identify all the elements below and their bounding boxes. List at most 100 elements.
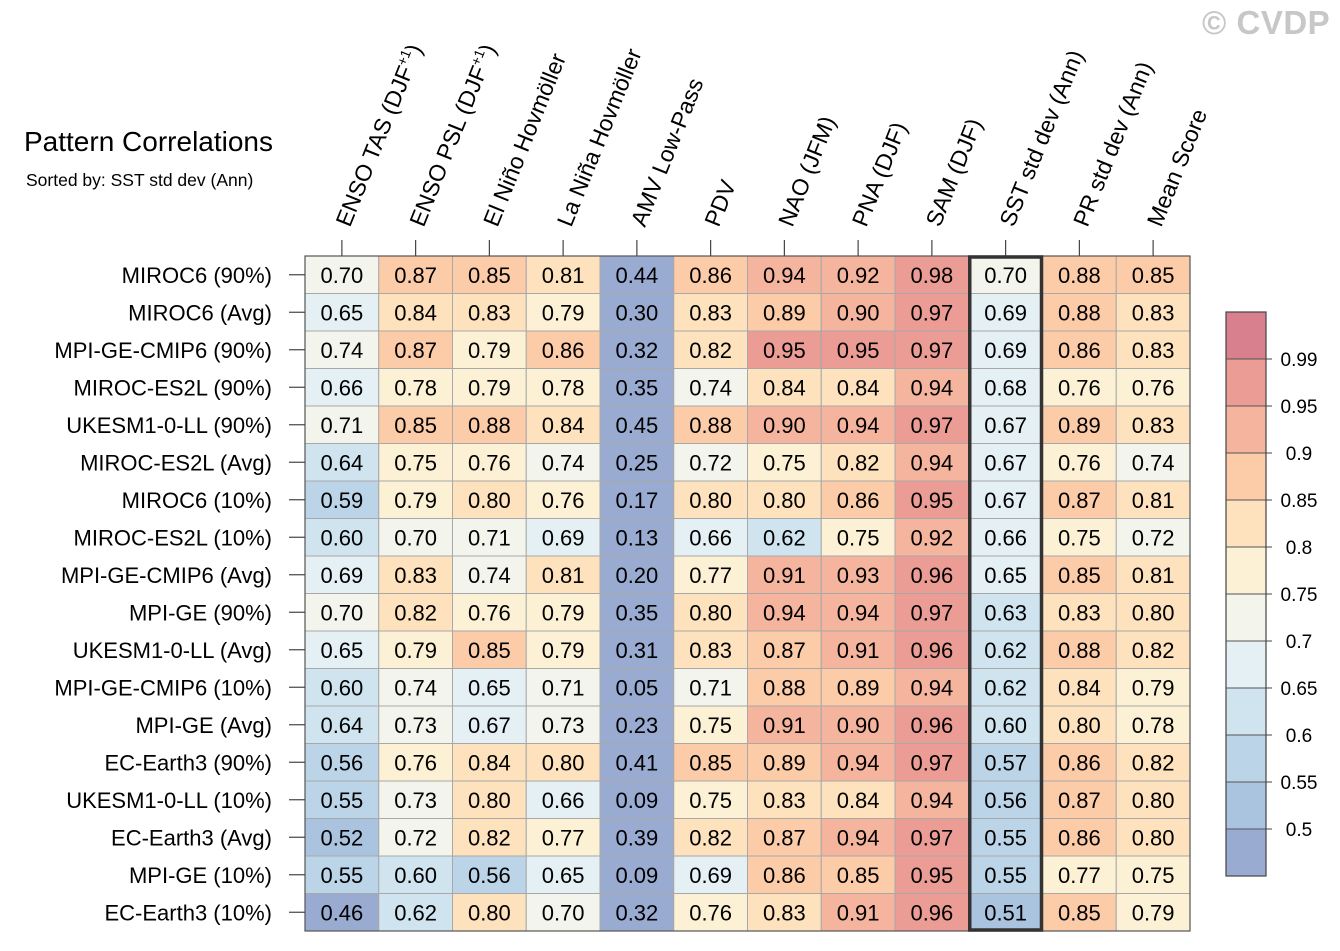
heatmap-cell: [525, 593, 601, 632]
cell-value-label: 0.84: [763, 375, 806, 400]
cell-value-label: 0.73: [394, 713, 437, 738]
cell-value-label: 0.84: [837, 788, 880, 813]
colorbar-tick-label: 0.8: [1286, 538, 1312, 559]
column-label-group: Mean Score: [1142, 105, 1213, 230]
row-label: MIROC-ES2L (Avg): [80, 450, 272, 475]
row-label: MPI-GE-CMIP6 (90%): [54, 338, 272, 363]
cell-value-label: 0.25: [615, 450, 658, 475]
heatmap-cell: [304, 480, 380, 519]
cell-value-label: 0.60: [984, 713, 1027, 738]
heatmap-cell: [1115, 255, 1191, 294]
column-label-group: NAO (JFM): [773, 112, 841, 230]
colorbar-tick-label: 0.85: [1281, 491, 1318, 512]
cell-value-label: 0.91: [837, 638, 880, 663]
cell-value-label: 0.45: [615, 413, 658, 438]
cell-value-label: 0.88: [1058, 300, 1101, 325]
heatmap-cell: [1042, 293, 1117, 332]
cell-value-label: 0.88: [1058, 263, 1101, 288]
heatmap-cell: [378, 593, 453, 632]
cell-value-label: 0.92: [910, 525, 953, 550]
cell-value-label: 0.71: [468, 525, 511, 550]
cell-value-label: 0.91: [763, 563, 806, 588]
cell-value-label: 0.85: [837, 863, 880, 888]
cell-value-label: 0.66: [984, 525, 1027, 550]
cell-value-label: 0.56: [984, 788, 1027, 813]
heatmap-cell: [378, 555, 453, 594]
cell-value-label: 0.80: [1132, 600, 1175, 625]
cell-value-label: 0.79: [542, 638, 585, 663]
cell-value-label: 0.84: [394, 300, 437, 325]
heatmap-cell: [1115, 368, 1191, 407]
cell-value-label: 0.62: [394, 900, 437, 925]
cell-value-label: 0.75: [689, 713, 732, 738]
heatmap-cell: [452, 893, 527, 932]
cell-value-label: 0.92: [837, 263, 880, 288]
cell-value-label: 0.79: [542, 600, 585, 625]
heatmap-cell: [599, 855, 675, 894]
cell-value-label: 0.60: [320, 525, 363, 550]
cell-value-label: 0.65: [320, 638, 363, 663]
heatmap-cell: [378, 855, 453, 894]
cell-value-label: 0.94: [837, 750, 880, 775]
cell-value-label: 0.83: [689, 638, 732, 663]
heatmap-cell: [525, 480, 601, 519]
colorbar-bin: [1225, 828, 1267, 877]
heatmap-cell: [747, 480, 822, 519]
cell-value-label: 0.90: [763, 413, 806, 438]
cell-value-label: 0.64: [320, 713, 363, 738]
cell-value-label: 0.69: [689, 863, 732, 888]
cell-value-label: 0.78: [1132, 713, 1175, 738]
column-label-group: AMV Low-Pass: [625, 74, 708, 230]
cell-value-label: 0.70: [542, 900, 585, 925]
heatmap-cell: [1115, 330, 1191, 369]
heatmap-cell: [1115, 443, 1191, 482]
heatmap-cell: [820, 405, 896, 444]
cell-value-label: 0.83: [763, 788, 806, 813]
row-label: MPI-GE-CMIP6 (Avg): [61, 563, 272, 588]
heatmap-cell: [304, 705, 380, 744]
cell-value-label: 0.67: [984, 488, 1027, 513]
heatmap-cell: [452, 818, 527, 857]
heatmap-cell: [747, 893, 822, 932]
heatmap-cell: [304, 405, 380, 444]
cell-value-label: 0.67: [984, 413, 1027, 438]
cell-value-label: 0.17: [615, 488, 658, 513]
heatmap-cell: [747, 518, 822, 557]
heatmap-cell: [599, 480, 675, 519]
heatmap-cell: [673, 893, 748, 932]
watermark: © CVDP: [1202, 4, 1331, 41]
column-label: Mean Score: [1142, 105, 1213, 230]
cell-value-label: 0.90: [837, 713, 880, 738]
heatmap-cell: [304, 743, 380, 782]
cell-value-label: 0.74: [394, 675, 437, 700]
cell-value-label: 0.72: [394, 825, 437, 850]
cell-value-label: 0.96: [910, 638, 953, 663]
cell-value-label: 0.55: [984, 863, 1027, 888]
column-label: PR std dev (Ann): [1068, 58, 1158, 230]
cell-value-label: 0.97: [910, 338, 953, 363]
cell-value-label: 0.73: [542, 713, 585, 738]
cell-value-label: 0.79: [468, 375, 511, 400]
cell-value-label: 0.70: [394, 525, 437, 550]
cell-value-label: 0.84: [468, 750, 511, 775]
row-label: EC-Earth3 (10%): [104, 900, 272, 925]
cell-value-label: 0.82: [837, 450, 880, 475]
heatmap-cell: [378, 705, 453, 744]
cell-value-label: 0.75: [689, 788, 732, 813]
colorbar-tick-label: 0.55: [1281, 773, 1318, 794]
heatmap-cell: [525, 293, 601, 332]
cell-value-label: 0.94: [837, 413, 880, 438]
cell-value-label: 0.83: [1132, 300, 1175, 325]
cell-value-label: 0.95: [763, 338, 806, 363]
cell-value-label: 0.97: [910, 300, 953, 325]
heatmap-cell: [378, 405, 453, 444]
heatmap-cell: [747, 630, 822, 669]
heatmap-cell: [673, 293, 748, 332]
heatmap-cell: [452, 518, 527, 557]
heatmap-cell: [1115, 630, 1191, 669]
heatmap-cell: [1042, 405, 1117, 444]
heatmap-cell: [452, 368, 527, 407]
colorbar-tick-label: 0.7: [1286, 632, 1312, 653]
cell-value-label: 0.71: [689, 675, 732, 700]
heatmap-cell: [968, 368, 1043, 407]
